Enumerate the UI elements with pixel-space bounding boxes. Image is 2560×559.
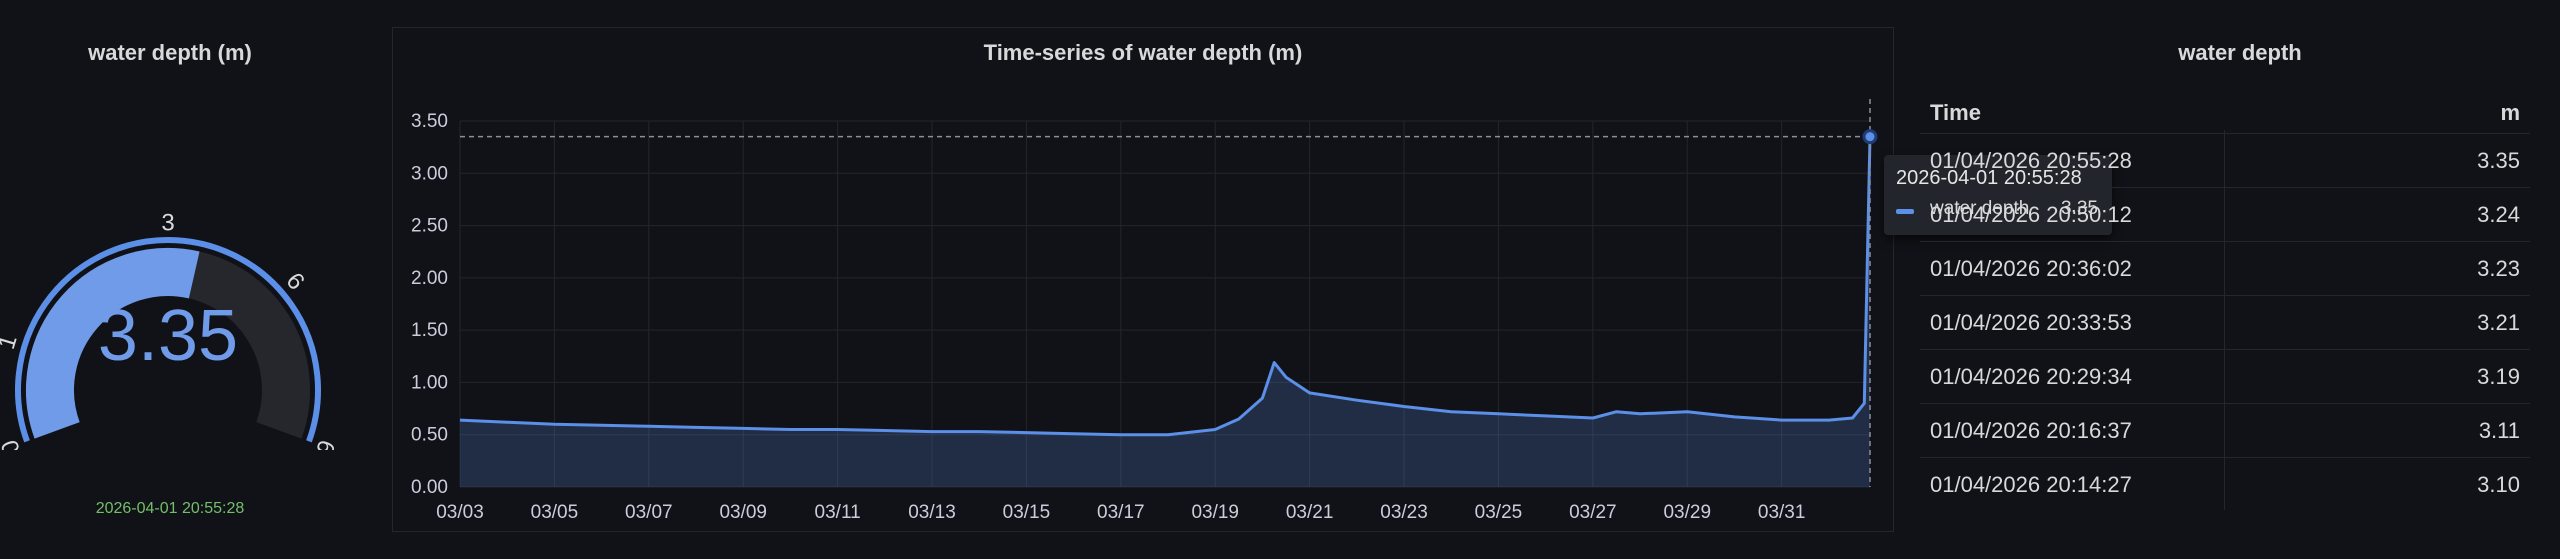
table-row[interactable]: 01/04/2026 20:33:53 3.21 <box>1920 296 2530 350</box>
table-row[interactable]: 01/04/2026 20:55:28 3.35 <box>1920 134 2530 188</box>
table-panel: water depth <box>1920 0 2560 559</box>
cell-value: 3.11 <box>2478 418 2520 443</box>
timeseries-chart[interactable]: 0.000.501.001.502.002.503.003.50 03/03 03… <box>392 27 1894 532</box>
tooltip-series-swatch <box>1896 209 1914 214</box>
cell-value: 3.19 <box>2477 364 2520 389</box>
x-tick-label: 03/05 <box>531 502 579 523</box>
gauge-panel: water depth (m) <box>0 0 340 559</box>
cell-time: 01/04/2026 20:16:37 <box>1930 418 2132 443</box>
column-header-time[interactable]: Time <box>1930 100 1981 125</box>
table-row[interactable]: 01/04/2026 20:29:34 3.19 <box>1920 350 2530 404</box>
series-area-fill <box>460 136 1870 487</box>
gauge-tick-label: 1 <box>0 332 23 353</box>
x-tick-label: 03/27 <box>1569 502 1617 523</box>
x-tick-label: 03/13 <box>908 502 956 523</box>
cell-time: 01/04/2026 20:50:12 <box>1930 202 2132 227</box>
cell-time: 01/04/2026 20:55:28 <box>1930 148 2132 173</box>
column-divider <box>2224 130 2225 510</box>
timeseries-title: Time-series of water depth (m) <box>983 40 1303 65</box>
gauge-title: water depth (m) <box>88 40 252 65</box>
gauge-value: 3.35 <box>98 296 238 376</box>
table-row[interactable]: 01/04/2026 20:36:02 3.23 <box>1920 242 2530 296</box>
gauge-threshold-arc <box>15 237 321 443</box>
x-tick-label: 03/11 <box>815 502 861 523</box>
gauge-tick-label: 6 <box>310 436 340 450</box>
y-tick-label: 3.00 <box>411 163 448 184</box>
gauge-timestamp: 2026-04-01 20:55:28 <box>95 500 245 517</box>
tooltip-series-name: water depth <box>1930 198 2030 219</box>
hover-crosshair <box>460 99 1878 487</box>
x-tick-label: 03/15 <box>1003 502 1051 523</box>
cell-value: 3.23 <box>2477 256 2520 281</box>
x-tick-label: 03/19 <box>1191 502 1239 523</box>
gauge-tick-label: 0 <box>0 436 26 450</box>
x-tick-label: 03/21 <box>1286 502 1334 523</box>
x-tick-label: 03/29 <box>1663 502 1711 523</box>
x-tick-label: 03/17 <box>1097 502 1145 523</box>
x-tick-label: 03/07 <box>625 502 673 523</box>
chart-tooltip: 2026-04-01 20:55:28 water depth 3.35 <box>1884 155 2112 235</box>
gauge-tick-label: 6 <box>281 268 310 296</box>
table-row[interactable]: 01/04/2026 20:14:27 3.10 <box>1920 458 2530 512</box>
series-line-water-depth <box>459 136 1872 437</box>
cell-time: 01/04/2026 20:29:34 <box>1930 364 2132 389</box>
y-tick-label: 1.50 <box>411 320 448 341</box>
cell-time: 01/04/2026 20:14:27 <box>1930 472 2132 497</box>
cell-value: 3.21 <box>2477 310 2520 335</box>
gauge: 0 1 3 6 6 3.35 <box>0 209 340 450</box>
cell-value: 3.35 <box>2477 148 2520 173</box>
x-tick-label: 03/25 <box>1475 502 1523 523</box>
x-tick-label: 03/23 <box>1380 502 1428 523</box>
gauge-tick-label: 3 <box>161 209 174 236</box>
table-header-row: Time m <box>1920 88 2530 134</box>
x-tick-label: 03/03 <box>436 502 484 523</box>
y-tick-label: 0.00 <box>411 477 448 498</box>
table-row[interactable]: 01/04/2026 20:16:37 3.11 <box>1920 404 2530 458</box>
cell-value: 3.24 <box>2477 202 2520 227</box>
cell-time: 01/04/2026 20:33:53 <box>1930 310 2132 335</box>
y-tick-label: 0.50 <box>411 425 448 446</box>
column-header-value[interactable]: m <box>2500 100 2520 125</box>
x-tick-label: 03/09 <box>719 502 767 523</box>
chart-grid <box>459 120 1870 488</box>
tooltip-time: 2026-04-01 20:55:28 <box>1896 167 2082 189</box>
cell-value: 3.10 <box>2477 472 2520 497</box>
hover-point <box>1862 129 1878 145</box>
cell-time: 01/04/2026 20:36:02 <box>1930 256 2132 281</box>
x-axis: 03/03 03/05 03/07 03/09 03/11 03/13 03/15 03/17… <box>436 502 1805 523</box>
x-tick-label: 03/31 <box>1758 502 1806 523</box>
y-tick-label: 3.50 <box>411 111 448 132</box>
y-tick-label: 2.00 <box>411 268 448 289</box>
y-tick-label: 2.50 <box>411 216 448 237</box>
y-axis: 0.00 0.50 1.00 1.50 2.00 2.50 3.00 3.50 <box>411 111 448 498</box>
y-tick-label: 1.00 <box>411 372 448 393</box>
tooltip-series-value: 3.35 <box>2061 198 2098 219</box>
table-title: water depth <box>2178 40 2302 65</box>
gauge-fill <box>26 248 200 439</box>
table-row[interactable]: 01/04/2026 20:50:12 3.24 <box>1920 188 2530 242</box>
timeseries-panel <box>392 27 1894 532</box>
